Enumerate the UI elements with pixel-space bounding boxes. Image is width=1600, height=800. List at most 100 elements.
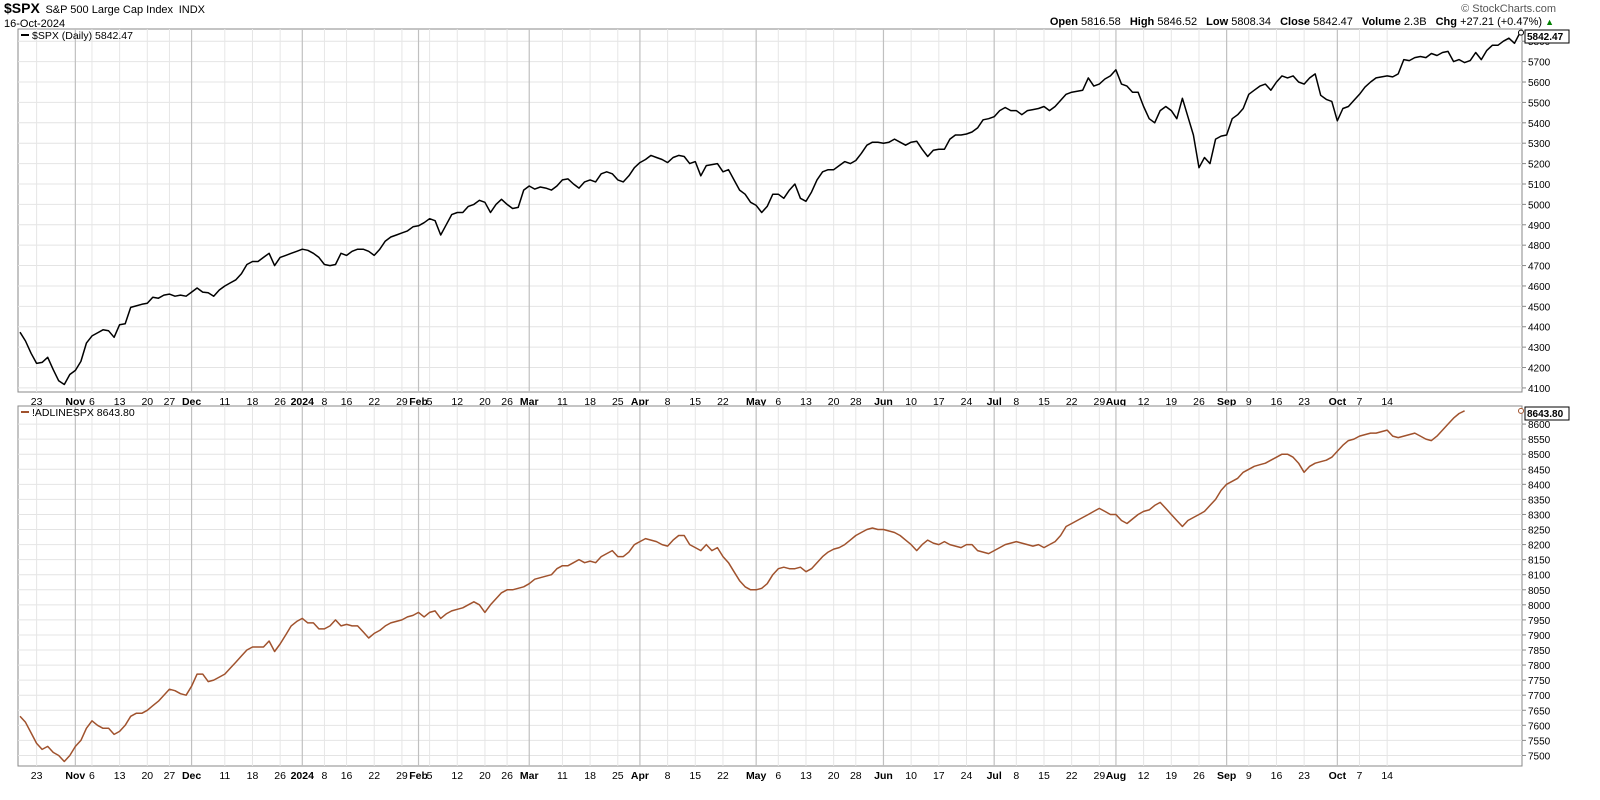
x-tick-label: Aug (1106, 770, 1126, 782)
y-tick-label: 4400 (1528, 323, 1551, 334)
x-tick-label: Mar (520, 396, 539, 408)
x-tick-label: 5 (427, 770, 433, 782)
x-tick-label: 16 (1271, 396, 1283, 408)
x-tick-label: 8 (665, 770, 671, 782)
chart-header: $SPX S&P 500 Large Cap Index INDX 16-Oct… (4, 1, 205, 31)
last-value-marker (1518, 407, 1524, 414)
y-tick-label: 4700 (1528, 262, 1551, 273)
chg-label: Chg (1435, 16, 1457, 28)
y-tick-label: 8400 (1528, 480, 1551, 491)
x-tick-label: 29 (1093, 396, 1105, 408)
x-tick-label: 27 (164, 770, 176, 782)
y-tick-label: 7800 (1528, 661, 1551, 672)
x-tick-label: Jul (987, 770, 1002, 782)
y-tick-label: 4900 (1528, 221, 1551, 232)
x-tick-label: 28 (850, 770, 862, 782)
x-tick-label: 9 (1246, 396, 1252, 408)
y-tick-label: 7950 (1528, 616, 1551, 627)
x-tick-label: Dec (182, 396, 201, 408)
x-tick-label: 6 (89, 396, 95, 408)
y-tick-label: 8500 (1528, 450, 1551, 461)
last-value-box (1524, 406, 1570, 421)
y-tick-label: 7700 (1528, 691, 1551, 702)
panel-frame (17, 28, 1523, 393)
index-name: S&P 500 Large Cap Index (45, 4, 174, 16)
open-value: 5816.58 (1081, 16, 1121, 28)
y-tick-label: 7750 (1528, 676, 1551, 687)
y-tick-label: 8300 (1528, 510, 1551, 521)
x-tick-label: 23 (1298, 770, 1310, 782)
x-tick-label: 12 (451, 770, 463, 782)
x-tick-label: 25 (612, 770, 624, 782)
x-tick-label: Nov (65, 396, 85, 408)
x-tick-label: 12 (1138, 770, 1150, 782)
x-tick-label: 5 (427, 396, 433, 408)
last-value-box (1524, 29, 1570, 44)
x-tick-label: 23 (31, 396, 43, 408)
x-tick-label: 11 (219, 396, 230, 408)
x-tick-label: 23 (1298, 396, 1310, 408)
chart-date: 16-Oct-2024 (4, 18, 66, 30)
x-tick-label: 17 (933, 770, 945, 782)
y-tick-label: 8000 (1528, 601, 1551, 612)
y-tick-label: 5300 (1528, 139, 1551, 150)
x-tick-label: Oct (1329, 396, 1347, 408)
open-label: Open (1049, 16, 1078, 28)
panel-frame (17, 405, 1523, 767)
x-tick-label: Nov (65, 770, 85, 782)
x-tick-label: 15 (1038, 396, 1050, 408)
x-tick-label: Jun (874, 770, 893, 782)
last-value-label: 5842.47 (1527, 32, 1564, 43)
x-tick-label: 10 (905, 770, 917, 782)
y-tick-label: 7650 (1528, 706, 1551, 717)
x-tick-label: 16 (341, 396, 353, 408)
x-tick-label: 8 (1013, 770, 1019, 782)
volume-label: Volume (1361, 16, 1401, 28)
ohlc-readout: Open 5816.58 High 5846.52 Low 5808.34 Cl… (1050, 16, 1554, 28)
y-tick-label: 8450 (1528, 465, 1551, 476)
exchange: INDX (178, 4, 205, 16)
y-tick-label: 4100 (1528, 384, 1551, 395)
low-label: Low (1206, 16, 1229, 28)
y-tick-label: 7900 (1528, 631, 1551, 642)
x-tick-label: 11 (557, 770, 568, 782)
up-triangle-icon: ▲ (1545, 17, 1554, 27)
high-label: High (1129, 16, 1155, 28)
x-tick-label: 18 (584, 770, 596, 782)
x-tick-label: 12 (451, 396, 463, 408)
x-tick-label: Apr (631, 770, 649, 782)
series-line (19, 410, 1465, 763)
y-tick-label: 7850 (1528, 646, 1551, 657)
y-tick-label: 5500 (1528, 98, 1551, 109)
x-tick-label: Sep (1217, 770, 1236, 782)
x-tick-label: 8 (322, 770, 328, 782)
x-tick-label: 18 (247, 770, 259, 782)
x-tick-label: May (746, 770, 767, 782)
x-tick-label: 22 (1066, 770, 1078, 782)
x-tick-label: 7 (1357, 770, 1363, 782)
x-tick-label: 20 (141, 770, 153, 782)
x-tick-label: 8 (665, 396, 671, 408)
y-tick-label: 8050 (1528, 586, 1551, 597)
x-tick-label: 10 (905, 396, 917, 408)
x-tick-label: 15 (689, 770, 701, 782)
y-tick-label: 5100 (1528, 180, 1551, 191)
x-tick-label: 26 (274, 396, 286, 408)
x-tick-label: 26 (274, 770, 286, 782)
high-value: 5846.52 (1157, 16, 1198, 28)
x-tick-label: 26 (501, 396, 513, 408)
close-value: 5842.47 (1313, 16, 1353, 28)
y-tick-label: 7500 (1528, 751, 1551, 762)
x-tick-label: 2024 (291, 770, 315, 782)
x-tick-label: 6 (775, 396, 781, 408)
x-tick-label: 6 (775, 770, 781, 782)
x-tick-label: 24 (961, 396, 973, 408)
legend-label: !ADLINESPX 8643.80 (32, 407, 135, 419)
x-tick-label: 2024 (291, 396, 315, 408)
x-tick-label: 15 (1038, 770, 1050, 782)
panel-1: 4100 4200 4300 4400 4500 4600 4700 4800 4900 5000… (17, 28, 1570, 408)
x-tick-label: 19 (1165, 770, 1177, 782)
x-tick-label: 6 (89, 770, 95, 782)
x-tick-label: May (746, 396, 767, 408)
